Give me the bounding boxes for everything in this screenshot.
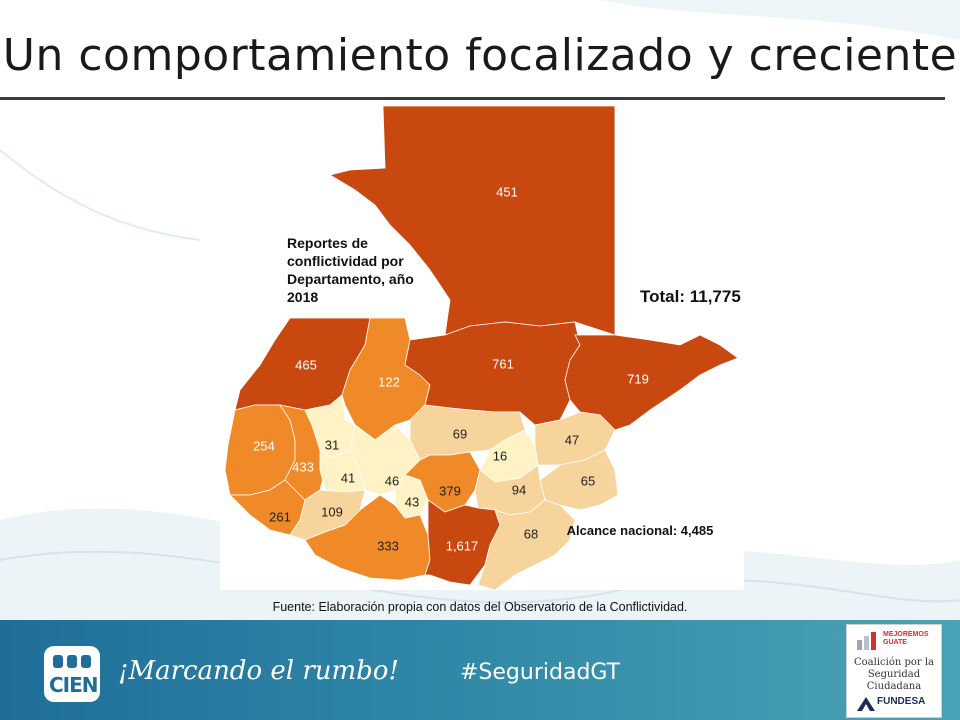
label-suchitepequez: 109 [321,504,343,519]
label-huehuetenango: 465 [295,357,317,372]
label-peten: 451 [496,184,518,199]
fundesa-text: FUNDESA [877,696,926,707]
dept-izabal [564,334,739,431]
label-el-progreso: 16 [493,448,507,463]
dept-guatemala [404,451,481,513]
label-guatemala: 379 [439,483,461,498]
title-divider [0,97,945,100]
label-jutiapa: 68 [524,526,538,541]
label-alta-verapaz: 761 [492,356,514,371]
label-izabal: 719 [627,371,649,386]
label-san-marcos: 254 [253,438,275,453]
coalicion-text: Coalición por la Seguridad Ciudadana [853,657,934,692]
guatemala-map: 451 465 122 761 719 254 433 31 41 46 43 … [224,105,739,591]
label-sacatepequez: 43 [405,494,419,509]
label-totonicapan: 31 [325,437,339,452]
map-legend-title: Reportes de conflictividad por Departame… [287,235,414,305]
cien-logo: CIEN [44,646,100,702]
fundesa-icon [857,697,875,711]
label-jalapa: 94 [512,482,526,497]
label-solola: 41 [341,470,355,485]
label-retalhuleu: 261 [269,509,291,524]
label-quiche: 122 [378,374,400,389]
cien-logo-text: CIEN [49,673,99,697]
label-chiquimula: 65 [581,473,595,488]
mejoremos-guate-icon [857,632,876,650]
label-zacapa: 47 [565,432,579,447]
mejoremos-guate-text: MEJOREMOS GUATE [883,631,929,646]
footer-motto: ¡Marcando el rumbo! [118,656,399,686]
label-santa-rosa: 1,617 [446,538,479,553]
label-baja-verapaz: 69 [453,426,467,441]
footer-hashtag: #SeguridadGT [460,660,621,685]
label-quetzaltenango: 433 [292,459,314,474]
label-escuintla: 333 [377,538,399,553]
slide-title: Un comportamiento focalizado y creciente [2,30,958,81]
partner-logos: MEJOREMOS GUATE Coalición por la Segurid… [846,624,942,718]
cien-logo-dots-icon [53,655,91,669]
source-note: Fuente: Elaboración propia con datos del… [272,600,688,614]
label-chimaltenango: 46 [385,473,399,488]
footer-bar [0,620,960,720]
dept-peten [328,105,616,336]
alcance-nacional-label: Alcance nacional: 4,485 [566,523,714,538]
dept-jutiapa [477,499,576,591]
total-label: Total: 11,775 [640,287,741,306]
